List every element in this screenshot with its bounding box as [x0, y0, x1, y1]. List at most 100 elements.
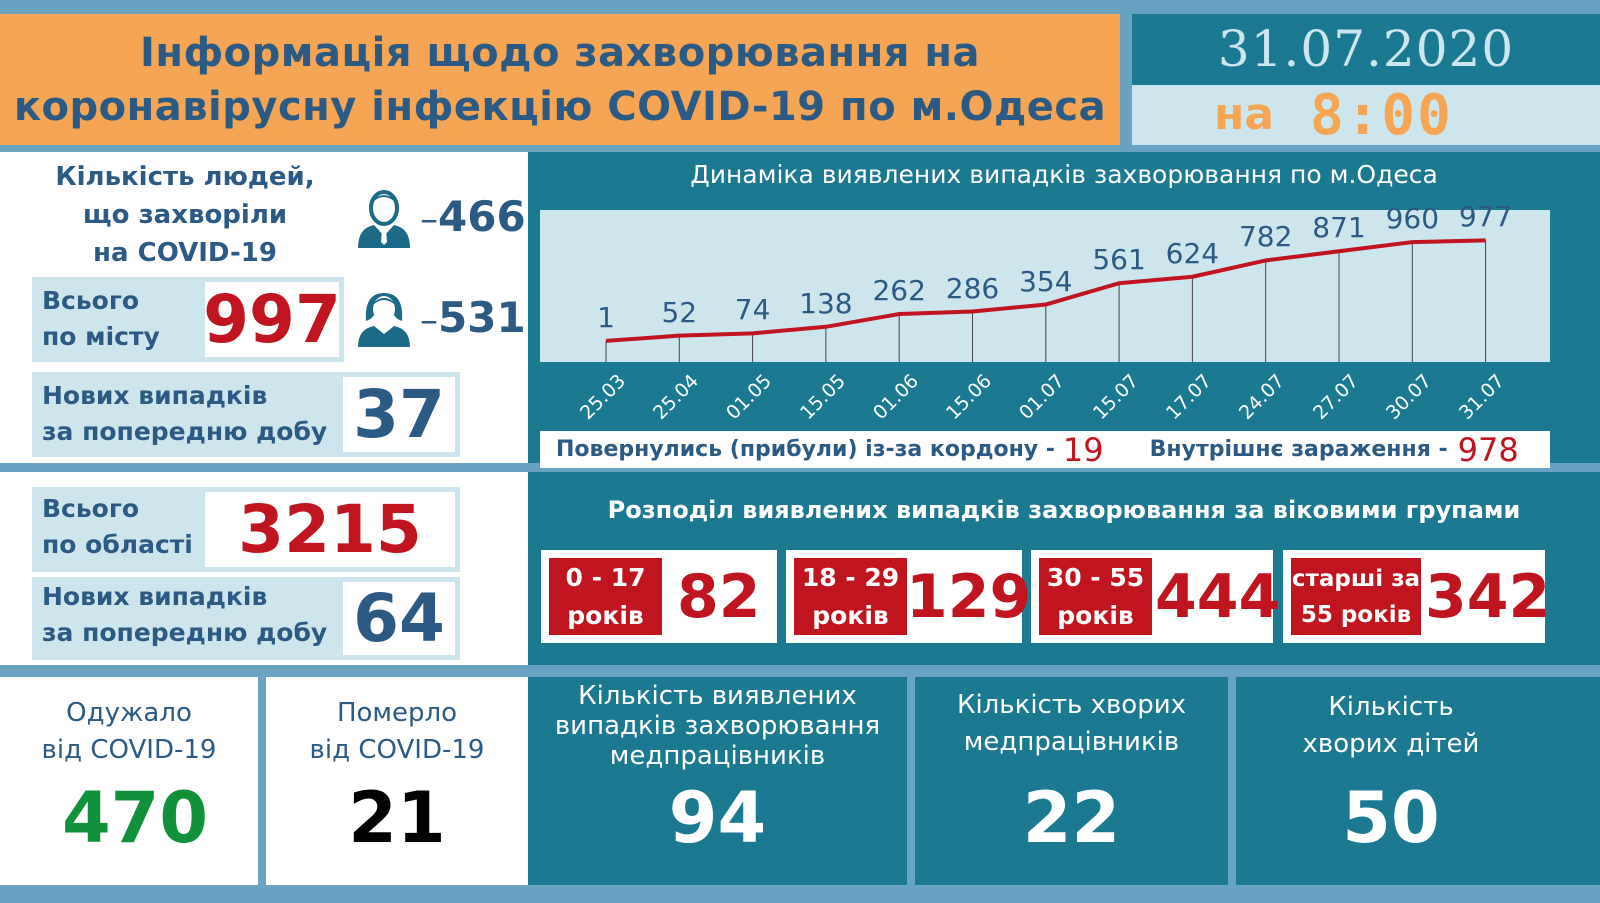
data-point-label: 782: [1238, 220, 1293, 254]
title-line: від COVID-19: [41, 735, 217, 765]
title-line: медпрацівників: [963, 727, 1180, 757]
woman-icon: [356, 289, 412, 351]
page-title-line2: коронавірусну інфекцію COVID-19 по м.Оде…: [13, 83, 1107, 130]
medics-sick-title: Кількість хворих медпрацівників: [915, 687, 1228, 761]
data-point-label: 286: [945, 271, 1000, 305]
city-new-card: Нових випадків за попередню добу 37: [32, 372, 460, 457]
age-range-line: 18 - 29: [801, 562, 900, 592]
children-sick-card: Кількість хворих дітей 50: [1236, 677, 1600, 885]
data-point-label: 977: [1458, 200, 1513, 234]
line-chart-plot: [540, 210, 1550, 362]
report-time: на 8:00: [1132, 83, 1600, 148]
data-point-label: 74: [734, 293, 771, 327]
deaths-value: 21: [348, 777, 446, 859]
label-line: за попередню добу: [42, 618, 328, 647]
title-line: випадків захворювання: [554, 711, 881, 741]
cases-line: [605, 238, 1486, 343]
region-new-label: Нових випадків за попередню добу: [42, 579, 327, 651]
deaths-title: Померло від COVID-19: [266, 695, 528, 769]
title-line: Кількість виявлених: [578, 681, 857, 711]
title-line: Кількість хворих: [957, 690, 1186, 720]
city-total-value: 997: [203, 281, 341, 358]
people-title: Кількість людей, що захворіли на COVID-1…: [40, 158, 330, 272]
age-range-line: 30 - 55: [1046, 562, 1145, 592]
age-title: Розподіл виявлених випадків захворювання…: [607, 496, 1521, 524]
region-new-value: 64: [343, 580, 455, 657]
age-range-line: років: [567, 600, 644, 630]
medics-sick-card: Кількість хворих медпрацівників 22: [915, 677, 1228, 885]
people-title-line: що захворіли: [82, 200, 288, 230]
chart-title: Динаміка виявлених випадків захворювання…: [690, 160, 1438, 189]
data-point-label: 960: [1385, 202, 1440, 236]
label-line: Всього: [42, 494, 140, 523]
women-count: –531: [420, 293, 526, 342]
title-line: Одужало: [66, 698, 192, 728]
medics-cases-card: Кількість виявлених випадків захворюванн…: [528, 677, 907, 885]
internal-label: Внутрішнє зараження -: [1149, 437, 1448, 462]
age-range-line: років: [1057, 600, 1134, 630]
age-group-2: 30 - 55 років 444: [1031, 550, 1280, 643]
men-count: –466: [420, 192, 526, 241]
header-banner: Інформація щодо захворювання на коронаві…: [0, 14, 1120, 145]
line-chart: [605, 238, 1487, 362]
label-line: по місту: [42, 322, 160, 351]
age-range-line: 55 років: [1300, 601, 1412, 628]
age-range-label: 0 - 17 років: [549, 558, 662, 635]
age-range-label: 18 - 29 років: [794, 558, 907, 635]
medics-cases-value: 94: [668, 777, 767, 859]
title-line: хворих дітей: [1302, 729, 1480, 759]
region-total-label: Всього по області: [42, 491, 193, 563]
imported-label: Повернулись (прибули) із-за кордону -: [556, 437, 1055, 462]
people-title-line: на COVID-19: [93, 238, 277, 268]
children-sick-title: Кількість хворих дітей: [1236, 689, 1546, 763]
people-title-line: Кількість людей,: [55, 162, 315, 192]
label-line: по області: [42, 530, 193, 559]
title-line: від COVID-19: [309, 735, 485, 765]
recovered-card: Одужало від COVID-19 470: [0, 677, 258, 885]
age-count: 342: [1425, 561, 1551, 632]
data-point-label: 262: [872, 274, 926, 307]
recovered-value: 470: [61, 777, 209, 859]
age-count: 82: [677, 561, 761, 632]
data-point-label: 624: [1165, 236, 1220, 270]
region-total-card: Всього по області 3215: [32, 487, 460, 572]
data-point-label: 871: [1312, 211, 1366, 245]
sources-bar: Повернулись (прибули) із-за кордону - 19…: [540, 430, 1550, 469]
age-range-line: старші за: [1291, 565, 1421, 592]
date-box: 31.07.2020 на 8:00: [1132, 14, 1600, 148]
children-sick-value: 50: [1342, 777, 1440, 859]
age-range-line: 0 - 17: [565, 562, 646, 592]
imported-value: 19: [1062, 430, 1104, 469]
women-dash: –: [420, 300, 438, 341]
city-total-label: Всього по місту: [42, 283, 160, 355]
time-value: 8:00: [1310, 83, 1453, 148]
city-new-value: 37: [343, 376, 455, 453]
recovered-title: Одужало від COVID-19: [0, 695, 258, 769]
data-point-label: 52: [661, 295, 698, 329]
age-count: 129: [906, 561, 1032, 632]
region-new-card: Нових випадків за попередню добу 64: [32, 577, 460, 660]
data-point-label: 138: [799, 286, 853, 320]
city-total-card: Всього по місту 997: [32, 277, 344, 362]
internal-value: 978: [1457, 430, 1519, 469]
age-group-1: 18 - 29 років 129: [786, 550, 1031, 643]
data-point-label: 1: [597, 300, 615, 334]
age-range-line: років: [812, 600, 889, 630]
data-point-label: 561: [1092, 243, 1146, 277]
report-date: 31.07.2020: [1132, 14, 1600, 85]
page-title-line1: Інформація щодо захворювання на: [139, 29, 981, 76]
women-value: 531: [438, 293, 526, 342]
title-line: медпрацівників: [609, 741, 826, 771]
title-line: Кількість: [1328, 692, 1454, 722]
man-icon: [356, 190, 412, 252]
label-line: Нових випадків: [42, 381, 268, 410]
label-line: Всього: [42, 286, 140, 315]
men-value: 466: [438, 192, 526, 241]
time-prefix: на: [1214, 89, 1275, 140]
region-total-value: 3215: [205, 491, 455, 568]
age-group-0: 0 - 17 років 82: [541, 550, 777, 643]
title-line: Померло: [336, 698, 458, 728]
men-dash: –: [420, 199, 438, 240]
age-range-label: старші за 55 років: [1291, 558, 1421, 635]
label-line: Нових випадків: [42, 582, 268, 611]
